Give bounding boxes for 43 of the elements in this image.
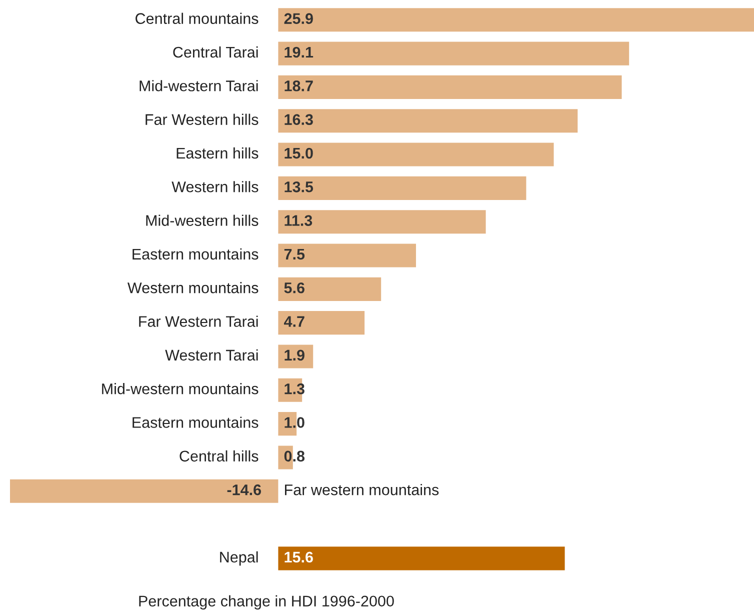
y-tick-label: Central Tarai bbox=[173, 46, 258, 58]
y-tick-label: Western hills bbox=[172, 181, 258, 192]
data-label: -14.6 bbox=[227, 484, 261, 496]
y-tick-label: Far Western hills bbox=[146, 114, 258, 125]
bar bbox=[278, 75, 622, 99]
y-tick-label: Nepal bbox=[220, 551, 258, 566]
bar bbox=[278, 277, 382, 301]
y-tick-label: Eastern mountains bbox=[132, 416, 258, 428]
y-tick-label: Far western mountains bbox=[285, 484, 439, 496]
y-tick-label: Eastern mountains bbox=[132, 248, 258, 260]
data-label: 15.0 bbox=[284, 148, 313, 159]
bar bbox=[278, 344, 314, 368]
data-label: 5.6 bbox=[284, 282, 304, 294]
y-tick-label: Mid-western hills bbox=[146, 214, 258, 226]
data-label: 15.6 bbox=[284, 552, 313, 563]
data-label: 18.7 bbox=[284, 80, 313, 92]
bar bbox=[278, 210, 486, 234]
y-tick-label: Eastern hills bbox=[176, 147, 258, 159]
bar bbox=[278, 142, 554, 166]
bar bbox=[278, 109, 578, 133]
data-label: 11.3 bbox=[284, 215, 312, 226]
y-tick-label: Central mountains bbox=[136, 12, 258, 24]
data-label: 4.7 bbox=[284, 316, 304, 327]
y-tick-label: Mid-western mountains bbox=[102, 383, 258, 394]
bar bbox=[278, 311, 365, 335]
data-label: 1.9 bbox=[284, 350, 304, 361]
x-axis-title: Percentage change in HDI 1996-2000 bbox=[139, 595, 394, 610]
data-label: 19.1 bbox=[284, 46, 314, 58]
bar bbox=[10, 479, 278, 503]
data-label: 25.9 bbox=[284, 13, 313, 24]
bar bbox=[278, 244, 416, 268]
bar bbox=[278, 546, 565, 570]
y-tick-label: Mid-western Tarai bbox=[140, 80, 258, 92]
data-label: 16.3 bbox=[284, 114, 313, 125]
y-tick-label: Central hills bbox=[180, 450, 258, 462]
data-label: 7.5 bbox=[284, 248, 305, 260]
bar bbox=[278, 8, 754, 32]
bar bbox=[278, 42, 630, 66]
bar bbox=[278, 176, 526, 200]
y-tick-label: Western mountains bbox=[127, 282, 258, 294]
data-label: 13.5 bbox=[284, 181, 314, 192]
y-tick-label: Far Western Tarai bbox=[139, 316, 258, 327]
y-tick-label: Western Tarai bbox=[165, 349, 258, 361]
